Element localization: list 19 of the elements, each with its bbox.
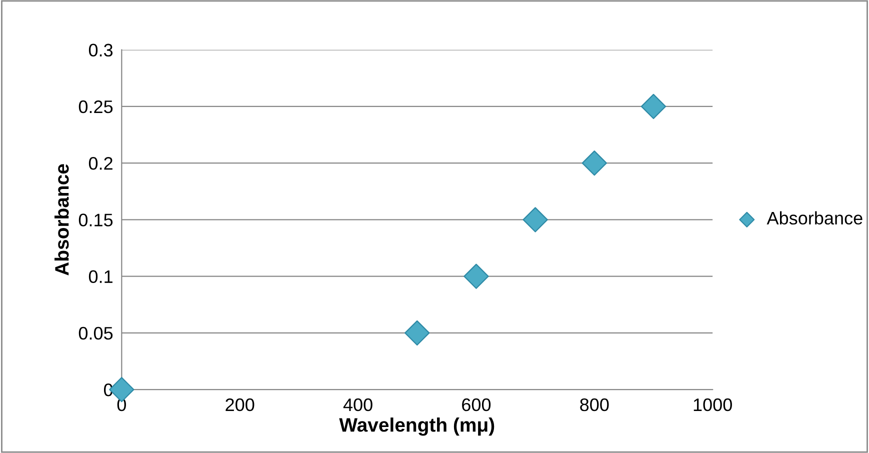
legend-label: Absorbance <box>766 211 862 225</box>
y-tick-label: 0.05 <box>78 326 113 340</box>
x-axis-title: Wavelength (mμ) <box>339 418 494 436</box>
y-tick-label: 0.25 <box>78 100 113 114</box>
point <box>522 207 548 232</box>
point <box>404 320 430 346</box>
x-tick-label: 800 <box>580 398 609 412</box>
y-tick-label: 0.2 <box>88 157 112 170</box>
x-tick-label: 200 <box>226 398 254 412</box>
y-tick-label: 0.1 <box>88 270 112 284</box>
x-tick-label: 600 <box>462 398 491 412</box>
y-tick-label: 0.3 <box>88 44 113 57</box>
y-axis-title: Absorbance <box>54 164 69 276</box>
x-tick-label: 1000 <box>694 398 732 412</box>
y-tick-label: 0.15 <box>78 214 113 226</box>
point <box>640 94 666 120</box>
point <box>464 264 489 289</box>
point <box>582 150 607 176</box>
x-tick-label: 400 <box>343 398 372 412</box>
